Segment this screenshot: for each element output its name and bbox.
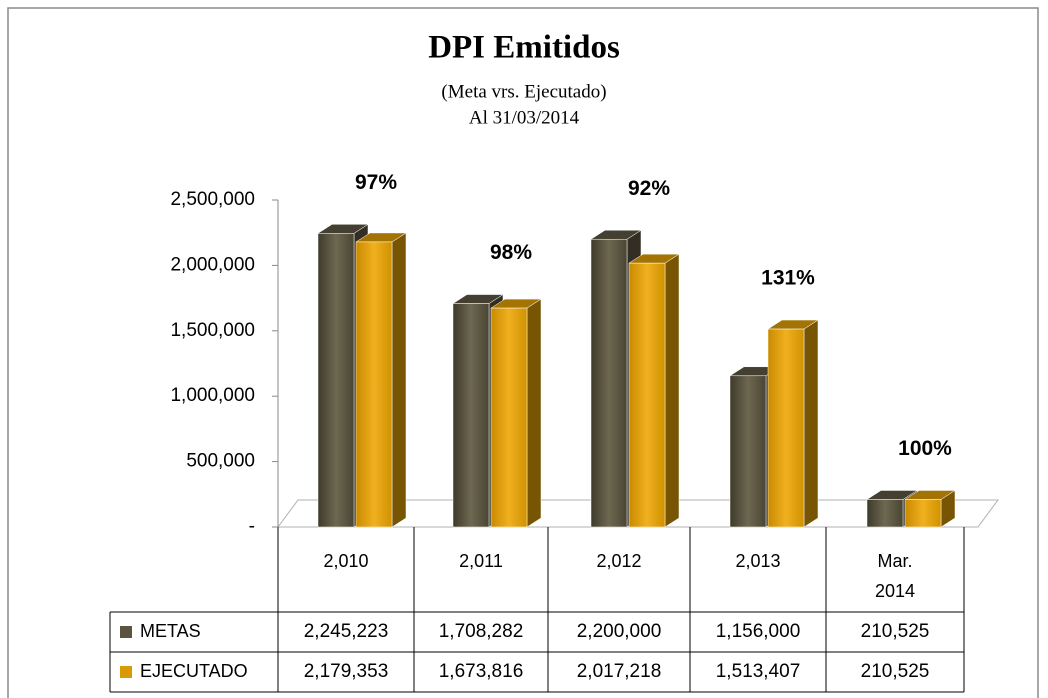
bar	[729, 375, 767, 528]
x-tick-label: 2,010	[323, 551, 369, 571]
y-tick-label: -	[249, 516, 255, 537]
bar	[490, 307, 528, 528]
bar-side	[526, 298, 542, 528]
percent-label: 92%	[628, 177, 670, 200]
y-tick-label: 2,500,000	[170, 189, 255, 210]
legend-marker	[120, 626, 132, 638]
x-tick-label: Mar. 2014	[874, 551, 916, 601]
table-value: 2,200,000	[577, 621, 662, 642]
y-tick-label: 1,500,000	[170, 320, 255, 341]
table-value: 2,017,218	[577, 661, 662, 682]
table-value: 1,673,816	[439, 661, 524, 682]
table-value: 1,513,407	[716, 661, 801, 682]
bar-side	[391, 232, 407, 528]
bar	[904, 499, 942, 528]
table-value: 2,179,353	[304, 661, 389, 682]
y-tick-label: 2,000,000	[170, 254, 255, 275]
x-tick-label: 2,013	[735, 551, 781, 571]
chart-subtitle: (Meta vrs. Ejecutado)	[441, 81, 606, 102]
bar	[452, 303, 490, 528]
bar-side	[664, 253, 680, 528]
x-tick-label: 2,012	[596, 551, 642, 571]
bar	[866, 499, 904, 528]
y-tick-label: 1,000,000	[170, 385, 255, 406]
percent-label: 97%	[355, 171, 397, 194]
legend-label: EJECUTADO	[140, 661, 248, 681]
bar	[628, 262, 666, 528]
bar	[355, 241, 393, 528]
percent-label: 100%	[898, 437, 952, 460]
x-tick-label: 2,011	[459, 551, 503, 571]
date-label: Al 31/03/2014	[469, 107, 580, 128]
bar-side	[803, 319, 819, 528]
y-tick-label: 500,000	[186, 451, 255, 472]
data-table	[109, 527, 965, 693]
table-value: 1,708,282	[439, 621, 524, 642]
bar	[767, 328, 805, 528]
bar	[590, 238, 628, 528]
percent-label: 98%	[490, 241, 532, 264]
table-value: 1,156,000	[716, 621, 801, 642]
bar	[317, 233, 355, 528]
legend-label: METAS	[140, 621, 201, 641]
chart-title: DPI Emitidos	[428, 30, 620, 66]
legend-marker	[120, 666, 132, 678]
table-value: 210,525	[861, 661, 930, 682]
table-value: 210,525	[861, 621, 930, 642]
table-value: 2,245,223	[304, 621, 389, 642]
percent-label: 131%	[761, 267, 815, 290]
